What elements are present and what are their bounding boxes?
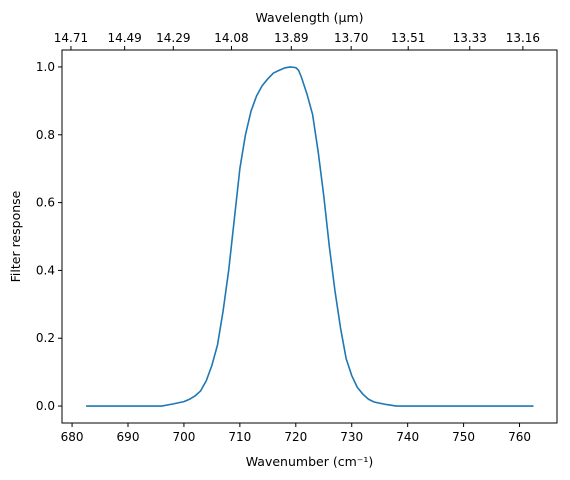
y-axis-label: Filter response [8,190,23,282]
y-tick-label: 0.8 [36,128,55,142]
y-tick-label: 0.2 [36,331,55,345]
x-tick-label: 710 [228,430,251,444]
top-tick-label: 13.70 [334,31,368,45]
top-axis-ticks: 14.71 14.49 14.29 14.08 13.89 13.70 13.51 13.33… [54,31,540,50]
top-tick-label: 14.49 [107,31,141,45]
top-tick-label: 13.89 [274,31,308,45]
top-axis-label: Wavelength (μm) [255,10,363,25]
x-tick-label: 740 [396,430,419,444]
x-tick-label: 720 [284,430,307,444]
x-tick-label: 690 [117,430,140,444]
x-tick-label: 680 [61,430,84,444]
top-tick-label: 13.16 [506,31,540,45]
x-tick-label: 700 [172,430,195,444]
series-layer [86,66,534,407]
y-tick-label: 0.6 [36,196,55,210]
x-tick-label: 760 [508,430,531,444]
left-axis-ticks: 0.0 0.2 0.4 0.6 0.8 1.0 [36,60,62,413]
x-tick-label: 730 [340,430,363,444]
x-tick-label: 750 [452,430,475,444]
bottom-axis-ticks: 680 690 700 710 720 730 740 750 760 [61,423,531,444]
top-tick-label: 14.71 [54,31,88,45]
top-tick-label: 13.51 [391,31,425,45]
top-tick-label: 14.08 [214,31,248,45]
y-tick-label: 0.4 [36,263,55,277]
filter-response-line [86,66,534,407]
x-axis-label: Wavenumber (cm⁻¹) [246,454,373,469]
top-tick-label: 13.33 [453,31,487,45]
y-tick-label: 0.0 [36,399,55,413]
y-tick-label: 1.0 [36,60,55,74]
plot-frame [61,49,558,424]
top-tick-label: 14.29 [156,31,190,45]
